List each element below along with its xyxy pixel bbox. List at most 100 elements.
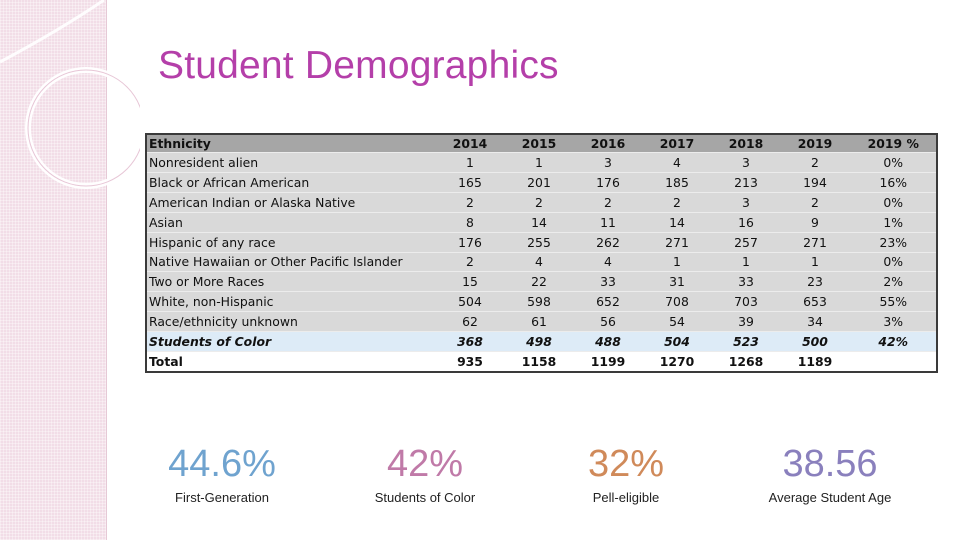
table-cell-value: 11 bbox=[600, 214, 616, 230]
table-cell-value: 185 bbox=[665, 174, 689, 190]
table-cell-value: 1189 bbox=[797, 354, 833, 370]
table-cell-value: 3 bbox=[742, 154, 750, 170]
table-cell-value: 271 bbox=[803, 234, 827, 250]
decorative-rings bbox=[0, 0, 140, 189]
table-cell-value: 1158 bbox=[521, 354, 557, 370]
table-cell-value: 1 bbox=[466, 154, 474, 170]
table-cell-value: 56 bbox=[600, 314, 616, 330]
table-cell-value: 703 bbox=[734, 294, 758, 310]
table-cell-value: 9 bbox=[811, 214, 819, 230]
table-cell-value: 653 bbox=[803, 294, 827, 310]
table-row: Two or More Races 15 22 33 31 33 23 2% bbox=[147, 271, 936, 292]
table-cell-value: 213 bbox=[734, 174, 758, 190]
table-cell-value: 176 bbox=[458, 234, 482, 250]
stat-value: 44.6% bbox=[168, 443, 276, 485]
stat-label: Average Student Age bbox=[768, 490, 892, 505]
page-title: Student Demographics bbox=[158, 44, 559, 87]
table-cell-value: 16 bbox=[738, 214, 754, 230]
stat-label: Students of Color bbox=[374, 490, 476, 505]
table-cell-value: 1270 bbox=[659, 354, 695, 370]
header-2015: 2015 bbox=[521, 136, 557, 151]
table-cell-value: 34 bbox=[807, 314, 823, 330]
table-cell-value: 0% bbox=[883, 254, 904, 270]
table-cell-value: 15 bbox=[462, 274, 478, 290]
stat-label: First-Generation bbox=[175, 490, 269, 505]
table-cell-value: 255 bbox=[527, 234, 551, 250]
table-cell-value: 1199 bbox=[590, 354, 626, 370]
table-cell-label: Students of Color bbox=[149, 334, 272, 350]
table-cell-value: 33 bbox=[738, 274, 754, 290]
table-cell-value: 61 bbox=[531, 314, 547, 330]
table-cell-value: 22 bbox=[531, 274, 547, 290]
table-cell-label: Race/ethnicity unknown bbox=[149, 314, 298, 330]
stat-students-of-color: 42% Students of Color bbox=[355, 442, 495, 505]
table-cell-value: 500 bbox=[802, 334, 828, 350]
header-2018: 2018 bbox=[728, 136, 764, 151]
table-cell-value: 0% bbox=[883, 194, 904, 210]
table-cell-value: 257 bbox=[734, 234, 758, 250]
table-row: Hispanic of any race 176 255 262 271 257 271 23… bbox=[147, 232, 936, 253]
table-cell-value: 2 bbox=[466, 254, 474, 270]
table-row: Race/ethnicity unknown 62 61 56 54 39 34 3% bbox=[147, 311, 936, 332]
table-cell-value: 3 bbox=[742, 194, 750, 210]
table-cell-value: 1 bbox=[535, 154, 543, 170]
table-cell-value: 201 bbox=[527, 174, 551, 190]
header-2017: 2017 bbox=[659, 136, 695, 151]
table-cell-value: 598 bbox=[527, 294, 551, 310]
table-cell-value: 23 bbox=[807, 274, 823, 290]
table-cell-label: Nonresident alien bbox=[149, 154, 259, 170]
table-cell-value: 935 bbox=[457, 354, 483, 370]
table-cell-value: 2% bbox=[883, 274, 904, 290]
table-cell-value: 652 bbox=[596, 294, 620, 310]
demographics-table: Ethnicity 2014 2015 2016 2017 2018 2019 … bbox=[145, 133, 938, 373]
table-cell-value: 1268 bbox=[728, 354, 764, 370]
table-row: Total 935 1158 1199 1270 1268 1189 bbox=[147, 351, 937, 371]
table-row: White, non-Hispanic 504 598 652 708 703 653 55% bbox=[147, 291, 936, 312]
table-cell-value: 1 bbox=[673, 254, 681, 270]
table-cell-value: 262 bbox=[596, 234, 620, 250]
table-cell-value: 55% bbox=[879, 294, 908, 310]
table-row: American Indian or Alaska Native 2 2 2 2 3 2 0% bbox=[147, 192, 936, 213]
table-cell-label: Two or More Races bbox=[149, 274, 265, 290]
table-cell-value: 23% bbox=[879, 234, 908, 250]
table-cell-value: 39 bbox=[738, 314, 754, 330]
decorative-side-band bbox=[0, 0, 107, 540]
table-cell-value: 0% bbox=[883, 154, 904, 170]
table-cell-value: 498 bbox=[526, 334, 552, 350]
table-cell-value: 31 bbox=[669, 274, 685, 290]
table-cell-value: 2 bbox=[673, 194, 681, 210]
header-2019: 2019 bbox=[797, 136, 833, 151]
header-2016: 2016 bbox=[590, 136, 626, 151]
table-cell-value: 4 bbox=[673, 154, 681, 170]
table-cell-value: 4 bbox=[535, 254, 543, 270]
table-cell-label: American Indian or Alaska Native bbox=[149, 194, 356, 210]
table-cell-value: 368 bbox=[457, 334, 483, 350]
table-cell-value: 1% bbox=[883, 214, 904, 230]
table-cell-label: Asian bbox=[149, 214, 183, 230]
table-cell-value: 4 bbox=[604, 254, 612, 270]
table-cell-value: 194 bbox=[803, 174, 827, 190]
table-row: Native Hawaiian or Other Pacific Islande… bbox=[147, 252, 936, 272]
table-row: Nonresident alien 1 1 3 4 3 2 0% bbox=[147, 152, 936, 173]
stat-value: 32% bbox=[587, 443, 665, 485]
table-cell-value: 54 bbox=[669, 314, 685, 330]
table-cell-value: 2 bbox=[604, 194, 612, 210]
table-cell-value bbox=[849, 352, 937, 371]
table-cell-value: 504 bbox=[458, 294, 482, 310]
stat-label: Pell-eligible bbox=[592, 490, 660, 505]
table-cell-value: 14 bbox=[669, 214, 685, 230]
table-row: Black or African American 165 201 176 185 213… bbox=[147, 172, 936, 193]
table-cell-value: 708 bbox=[665, 294, 689, 310]
table-cell-value: 2 bbox=[535, 194, 543, 210]
table-row: Asian 8 14 11 14 16 9 1% bbox=[147, 212, 936, 233]
table-cell-value: 504 bbox=[664, 334, 690, 350]
table-cell-value: 14 bbox=[531, 214, 547, 230]
table-cell-value: 165 bbox=[458, 174, 482, 190]
table-row: Students of Color 368 498 488 504 523 500 42% bbox=[147, 331, 936, 352]
table-cell-value: 62 bbox=[462, 314, 478, 330]
table-cell-value: 16% bbox=[879, 174, 908, 190]
table-header-row: Ethnicity 2014 2015 2016 2017 2018 2019 … bbox=[147, 135, 936, 153]
stat-pell-eligible: 32% Pell-eligible bbox=[556, 442, 696, 505]
table-cell-label: Black or African American bbox=[149, 174, 310, 190]
table-cell-value: 2 bbox=[466, 194, 474, 210]
